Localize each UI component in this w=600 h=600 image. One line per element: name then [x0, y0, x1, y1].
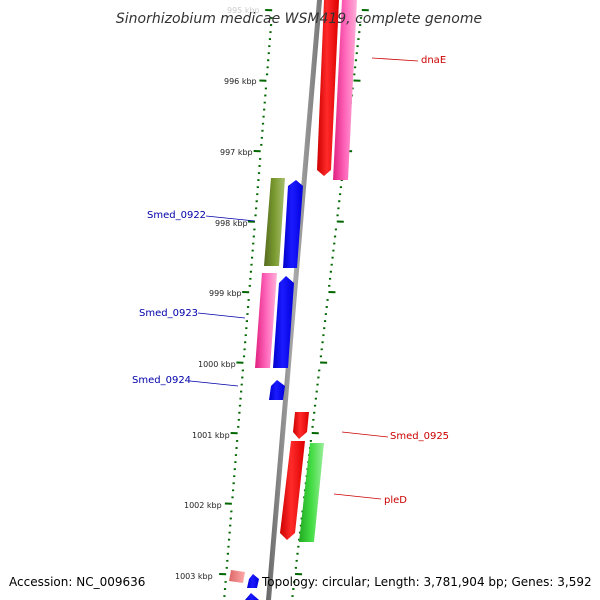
kbp-label-1001: 1001 kbp [192, 431, 230, 440]
genome-title: Sinorhizobium medicae WSM419, complete g… [116, 11, 482, 27]
gene-pink-upper-right[interactable] [333, 0, 357, 180]
leader-pled [333, 493, 382, 500]
kbp-label-999: 999 kbp [209, 289, 242, 298]
topology-text: Topology: circular; Length: 3,781,904 bp… [261, 575, 592, 589]
gene-pled-green[interactable] [299, 443, 324, 542]
gene-smed-0922-olive[interactable] [264, 178, 285, 266]
gene-blue-bottom-2[interactable] [245, 593, 259, 600]
gene-smed-0924-blue[interactable] [269, 380, 285, 400]
gene-blue-bottom-1[interactable] [247, 574, 259, 588]
leader-smed-0924 [189, 380, 239, 387]
kbp-label-1002: 1002 kbp [184, 501, 222, 510]
gene-red-lower[interactable] [280, 441, 305, 540]
accession-text: Accession: NC_009636 [9, 575, 145, 589]
gene-blue-upper[interactable] [283, 180, 303, 268]
gene-label-smed-0923[interactable]: Smed_0923 [139, 308, 198, 319]
leader-dnae [371, 57, 419, 62]
gene-lightred-bottom[interactable] [229, 570, 245, 583]
gene-smed-0925-red[interactable] [293, 412, 309, 439]
kbp-label-1000: 1000 kbp [198, 360, 236, 369]
gene-label-smed-0925[interactable]: Smed_0925 [390, 431, 449, 442]
kbp-label-995: 995 kbp [227, 6, 260, 15]
kbp-label-996: 996 kbp [224, 77, 257, 86]
gene-blue-middle[interactable] [273, 276, 294, 368]
leader-smed-0925 [341, 431, 389, 438]
genome-backbone [266, 0, 322, 600]
gene-dnae-red[interactable] [317, 0, 339, 176]
leader-smed-0922 [205, 215, 256, 222]
gene-label-dnae[interactable]: dnaE [421, 55, 446, 66]
leader-smed-0923 [197, 312, 246, 319]
kbp-label-998: 998 kbp [215, 219, 248, 228]
ruler-left [219, 9, 273, 598]
kbp-label-1003: 1003 kbp [175, 572, 213, 581]
kbp-label-997: 997 kbp [220, 148, 253, 157]
gene-smed-0923-pink[interactable] [255, 273, 277, 368]
gene-label-smed-0922[interactable]: Smed_0922 [147, 210, 206, 221]
gene-label-pled[interactable]: pleD [384, 495, 407, 506]
gene-label-smed-0924[interactable]: Smed_0924 [132, 375, 191, 386]
